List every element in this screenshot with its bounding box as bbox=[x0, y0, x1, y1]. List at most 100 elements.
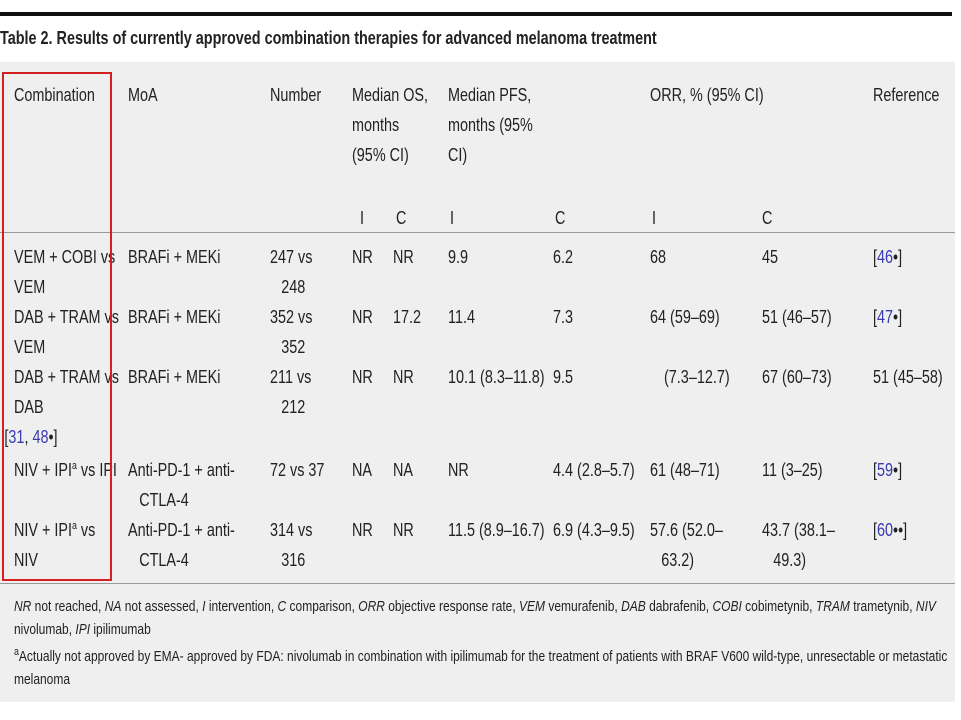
os-c-cell: 17.2 bbox=[393, 307, 422, 327]
table-title: Table 2. Results of currently approved c… bbox=[0, 28, 657, 48]
pfs-i-cell: 10.1 (8.3–11.8) bbox=[448, 367, 545, 387]
pfs-c-cell: 6.9 (4.3–9.5) bbox=[553, 520, 635, 540]
header-cell: ORR, % (95% CI) bbox=[650, 85, 764, 105]
pfs-c-cell: 9.5 bbox=[553, 367, 574, 387]
combination-text: NIV + IPI bbox=[14, 460, 73, 480]
combination-reference: [31, 48•] bbox=[4, 422, 119, 452]
number-cell: 72 vs 37 bbox=[270, 460, 325, 480]
pfs-i-cell: 11.5 (8.9–16.7) bbox=[448, 520, 545, 540]
reference-text: , bbox=[24, 427, 33, 447]
header-cell: Median OS, months (95% CI) bbox=[352, 85, 429, 165]
moa-cell: BRAFi + MEKi bbox=[128, 307, 221, 327]
body-rule bbox=[0, 583, 955, 584]
header-cell: Number bbox=[270, 85, 322, 105]
reference-text: •] bbox=[48, 427, 58, 447]
combination-cell: NIV + IPIa vs IPI bbox=[14, 455, 119, 485]
combination-text: DAB + TRAM vs VEM bbox=[14, 307, 119, 357]
number-cell: 247 vs 248 bbox=[270, 247, 313, 297]
footnote: aActually not approved by EMA- approved … bbox=[14, 645, 950, 691]
reference-cell: 51 (45–58) bbox=[873, 362, 955, 392]
os-i-cell: NR bbox=[352, 520, 373, 540]
combination-cell: DAB + TRAM vs DAB [31, 48•] bbox=[4, 362, 119, 452]
orr-i-cell: 61 (48–71) bbox=[650, 460, 720, 480]
combination-text: vs IPI bbox=[76, 460, 117, 480]
os-c-cell: NR bbox=[393, 520, 414, 540]
combination-text: VEM + COBI vs VEM bbox=[14, 247, 116, 297]
table-panel bbox=[0, 62, 955, 702]
abbreviation: IPI bbox=[75, 621, 91, 638]
abbreviation-definition: trametynib, bbox=[853, 598, 913, 615]
orr-c-cell: 51 (46–57) bbox=[762, 307, 832, 327]
footnote-marker: a bbox=[14, 646, 19, 658]
reference-link: 31 bbox=[8, 427, 25, 447]
orr-i-cell: 64 (59–69) bbox=[650, 307, 720, 327]
pfs-i-cell: 11.4 bbox=[448, 307, 475, 327]
header-rule bbox=[0, 232, 955, 233]
orr-i-cell: 57.6 (52.0–63.2) bbox=[650, 520, 723, 570]
combination-text: vs NIV bbox=[14, 520, 96, 570]
abbreviation: NIV bbox=[915, 598, 936, 615]
moa-cell: BRAFi + MEKi bbox=[128, 247, 221, 267]
abbreviation: I bbox=[202, 598, 206, 615]
reference-cell: [60••] bbox=[873, 515, 955, 545]
abbreviation: NA bbox=[104, 598, 122, 615]
os-i-cell: NR bbox=[352, 307, 373, 327]
reference-cell: [59•] bbox=[873, 455, 955, 485]
number-cell: 211 vs 212 bbox=[270, 367, 312, 417]
reference-cell: [47•] bbox=[873, 302, 955, 332]
abbreviation-definition: objective response rate, bbox=[388, 598, 516, 615]
moa-cell: Anti-PD-1 + anti-CTLA-4 bbox=[128, 520, 235, 570]
moa-cell: Anti-PD-1 + anti-CTLA-4 bbox=[128, 460, 235, 510]
subheader-cell: I bbox=[360, 208, 365, 228]
orr-c-cell: 45 bbox=[762, 247, 779, 267]
abbreviation: C bbox=[277, 598, 287, 615]
abbreviation-definition: not reached, bbox=[34, 598, 102, 615]
reference-text: [ bbox=[873, 247, 878, 267]
subheader-cell: C bbox=[762, 208, 773, 228]
superscript: a bbox=[72, 520, 77, 532]
reference-link: 59 bbox=[877, 460, 894, 480]
subheader-cell: C bbox=[396, 208, 407, 228]
abbreviation-definition: ipilimumab bbox=[93, 621, 151, 638]
reference-text: ••] bbox=[893, 520, 908, 540]
pfs-i-cell: NR bbox=[448, 460, 469, 480]
reference-text: 51 (45–58) bbox=[873, 367, 943, 387]
abbreviation: DAB bbox=[621, 598, 646, 615]
abbreviation: COBI bbox=[712, 598, 742, 615]
abbreviation-definition: dabrafenib, bbox=[649, 598, 710, 615]
pfs-i-cell: 9.9 bbox=[448, 247, 469, 267]
abbreviation: ORR bbox=[358, 598, 385, 615]
abbreviation-definition: vemurafenib, bbox=[548, 598, 618, 615]
reference-link: 60 bbox=[877, 520, 894, 540]
reference-text: [ bbox=[873, 307, 878, 327]
combination-text: NIV + IPI bbox=[14, 520, 73, 540]
combination-text: DAB + TRAM vs DAB bbox=[14, 367, 119, 417]
moa-cell: BRAFi + MEKi bbox=[128, 367, 221, 387]
reference-link: 47 bbox=[877, 307, 894, 327]
reference-link: 48 bbox=[32, 427, 49, 447]
abbreviation-definition: comparison, bbox=[289, 598, 355, 615]
orr-c-cell: 67 (60–73) bbox=[762, 367, 832, 387]
os-c-cell: NR bbox=[393, 367, 414, 387]
footnote-text: Actually not approved by EMA- approved b… bbox=[14, 648, 948, 688]
reference-text: •] bbox=[893, 460, 903, 480]
abbreviation: VEM bbox=[519, 598, 546, 615]
combination-cell: VEM + COBI vs VEM bbox=[14, 242, 119, 302]
orr-i-cell: (7.3–12.7) bbox=[664, 367, 730, 387]
reference-text: [ bbox=[4, 427, 9, 447]
abbreviation-definition: not assessed, bbox=[124, 598, 199, 615]
number-cell: 314 vs 316 bbox=[270, 520, 313, 570]
abbreviation-definition: nivolumab, bbox=[14, 621, 73, 638]
os-c-cell: NA bbox=[393, 460, 414, 480]
subheader-cell: I bbox=[450, 208, 455, 228]
abbreviation: TRAM bbox=[815, 598, 850, 615]
header-cell: MoA bbox=[128, 85, 158, 105]
os-i-cell: NR bbox=[352, 247, 373, 267]
header-cell: Median PFS, months (95% CI) bbox=[448, 85, 533, 165]
abbreviations: NR not reached, NA not assessed, I inter… bbox=[14, 595, 950, 641]
pfs-c-cell: 4.4 (2.8–5.7) bbox=[553, 460, 635, 480]
reference-link: 46 bbox=[877, 247, 894, 267]
os-i-cell: NR bbox=[352, 367, 373, 387]
os-i-cell: NA bbox=[352, 460, 373, 480]
